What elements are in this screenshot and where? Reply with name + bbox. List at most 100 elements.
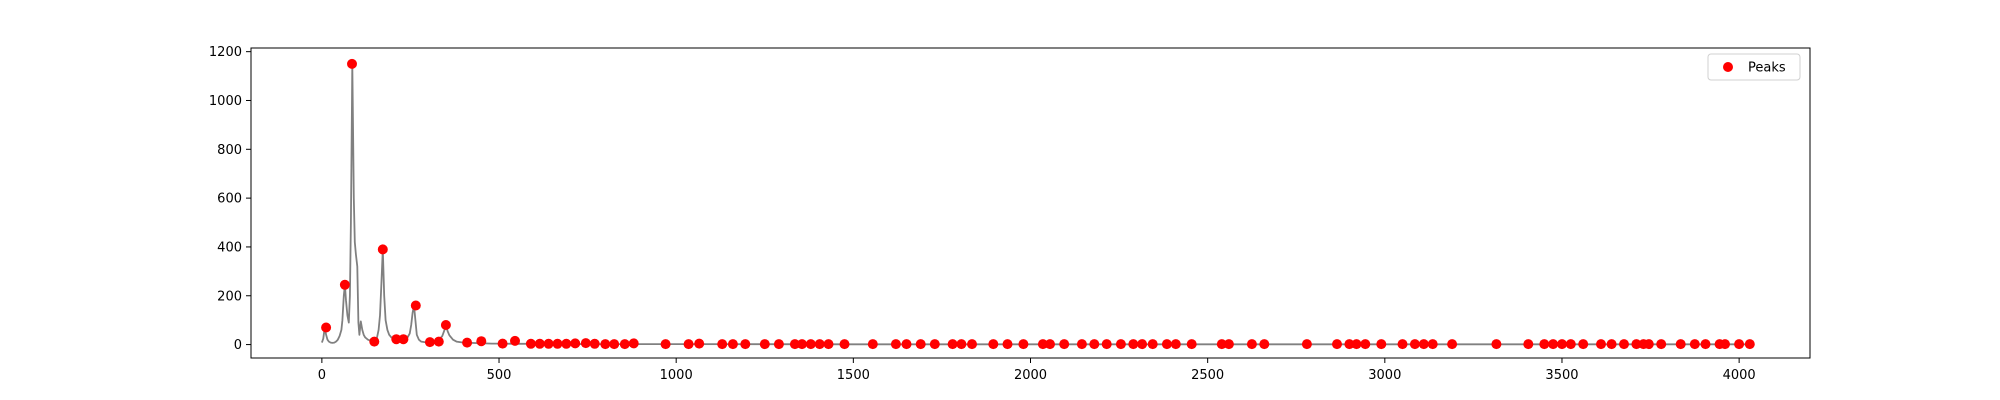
peak-point <box>1223 339 1234 350</box>
peak-point <box>890 339 901 350</box>
x-tick-label: 1500 <box>837 368 870 383</box>
peak-point <box>683 339 694 350</box>
peak-point <box>1557 339 1567 350</box>
plot-area <box>250 47 1811 359</box>
peak-point <box>398 334 409 345</box>
peak-point <box>1376 339 1387 350</box>
peak-point <box>347 58 357 69</box>
peak-point <box>1351 339 1362 350</box>
peak-point <box>1037 339 1048 350</box>
peak-point <box>1720 339 1730 350</box>
peak-point <box>440 320 451 330</box>
peak-point <box>1631 339 1642 350</box>
signal-line <box>321 63 1747 346</box>
peak-point <box>1606 339 1617 350</box>
y-axis: 0 200 400 600 800 1000 1200 <box>209 45 251 353</box>
peak-point <box>1643 339 1654 350</box>
legend-marker-peaks <box>1723 62 1733 72</box>
x-tick-label: 3500 <box>1545 368 1578 383</box>
peak-point <box>619 339 630 350</box>
peak-point <box>510 335 520 346</box>
peak-point <box>1170 339 1181 350</box>
y-tick-label: 800 <box>217 143 242 158</box>
peak-point <box>1259 339 1270 350</box>
peak-point <box>727 339 738 350</box>
peak-point <box>1418 339 1429 350</box>
peak-point <box>1137 339 1148 350</box>
peak-point <box>600 339 611 350</box>
peak-point <box>1301 339 1312 350</box>
peak-point <box>339 279 350 290</box>
peak-point <box>823 339 834 350</box>
y-tick-label: 200 <box>217 289 242 304</box>
y-tick-label: 400 <box>217 240 242 255</box>
peak-point <box>1689 339 1700 350</box>
peak-point <box>1675 339 1686 350</box>
peak-point <box>717 339 728 350</box>
peak-point <box>410 300 421 311</box>
peak-point <box>1161 339 1172 350</box>
signal-series <box>321 63 1747 346</box>
peak-point <box>988 339 999 350</box>
legend: Peaks <box>1707 53 1801 81</box>
x-tick-label: 1000 <box>660 368 693 383</box>
peak-point <box>321 322 332 333</box>
peak-point <box>1344 339 1355 350</box>
peak-point <box>1246 339 1257 350</box>
peak-point <box>609 339 620 350</box>
peak-point <box>543 338 554 349</box>
peak-point <box>1045 339 1055 350</box>
peak-point <box>789 339 800 350</box>
peak-point <box>1115 339 1126 350</box>
peak-point <box>561 338 572 349</box>
peak-point <box>525 338 536 349</box>
peak-point <box>694 338 705 349</box>
peak-point <box>740 339 751 350</box>
peak-point <box>1186 339 1197 350</box>
peak-point <box>1565 339 1576 350</box>
peak-point <box>1089 339 1100 350</box>
peak-point <box>1409 339 1420 350</box>
y-tick-label: 0 <box>234 338 242 353</box>
peak-point <box>377 244 388 255</box>
peak-point <box>773 339 784 350</box>
x-tick-label: 2000 <box>1014 368 1047 383</box>
peak-point <box>570 338 581 349</box>
legend-box <box>1707 53 1801 81</box>
peak-point <box>534 338 545 349</box>
peak-point <box>901 339 912 350</box>
peak-point <box>929 339 940 350</box>
peaks-series <box>321 58 1755 350</box>
peak-point <box>589 338 600 349</box>
peak-point <box>1447 339 1458 350</box>
peak-point <box>867 339 878 350</box>
peak-point <box>1076 339 1087 350</box>
peak-point <box>1491 339 1502 350</box>
legend-label-peaks: Peaks <box>1748 61 1786 76</box>
peak-point <box>1128 339 1139 350</box>
x-tick-label: 0 <box>318 368 326 383</box>
peak-point <box>1734 339 1745 350</box>
peak-point <box>805 339 816 350</box>
x-tick-label: 2500 <box>1191 368 1224 383</box>
peak-point <box>947 339 958 350</box>
peak-point <box>1700 339 1711 350</box>
peak-point <box>660 339 671 350</box>
peak-point <box>1360 339 1371 350</box>
peak-point <box>956 339 967 350</box>
peak-point <box>1523 339 1534 350</box>
x-tick-label: 4000 <box>1723 368 1756 383</box>
peak-point <box>915 339 926 350</box>
peak-point <box>839 339 850 350</box>
peak-point <box>433 336 444 347</box>
y-tick-label: 1200 <box>209 45 242 60</box>
peak-point <box>476 336 487 347</box>
peak-point <box>759 339 770 350</box>
peak-point <box>967 339 977 350</box>
x-tick-label: 500 <box>487 368 512 383</box>
peak-point <box>1059 339 1070 350</box>
peak-point <box>1619 339 1629 350</box>
y-tick-label: 600 <box>217 192 242 207</box>
peak-point <box>424 337 435 348</box>
